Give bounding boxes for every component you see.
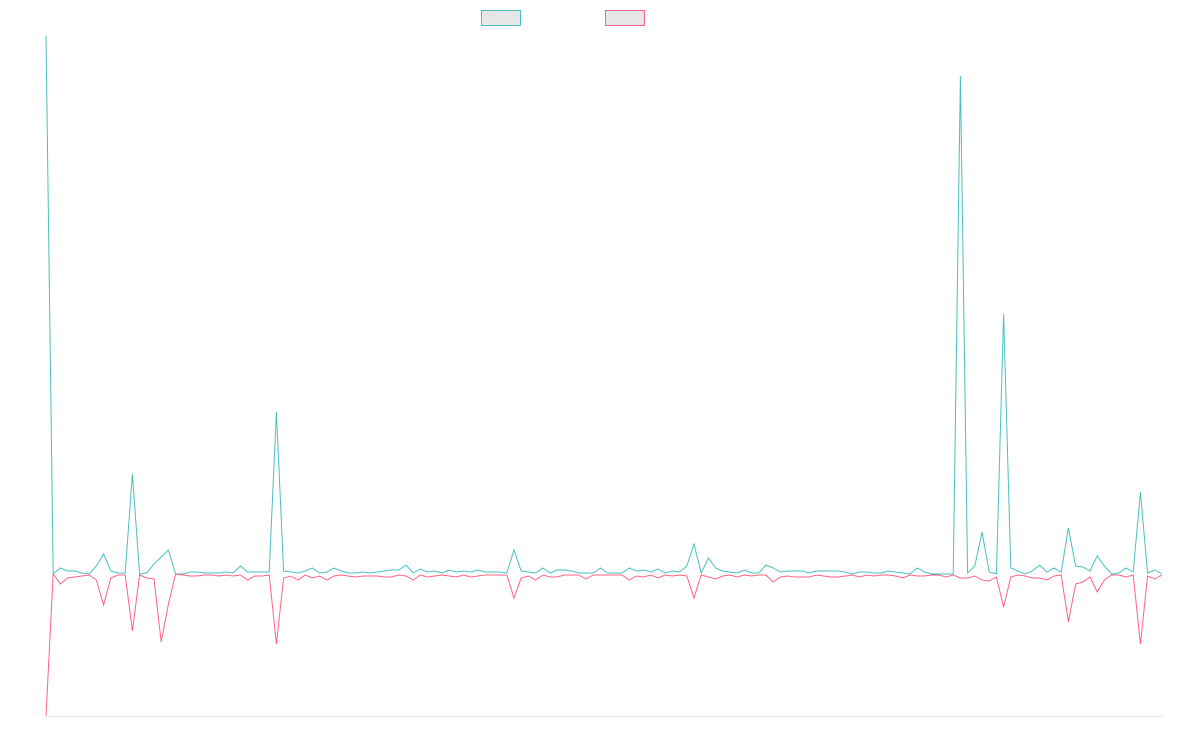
data-line [45, 35, 1163, 576]
legend-swatch [605, 10, 645, 26]
data-line [45, 572, 1163, 717]
legend-swatch [481, 10, 521, 26]
